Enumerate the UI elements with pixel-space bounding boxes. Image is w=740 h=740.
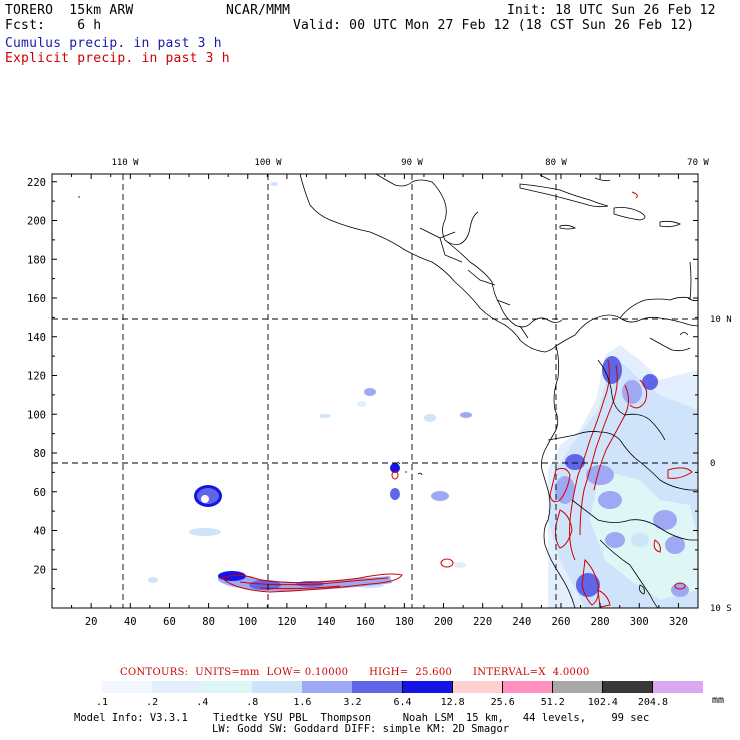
- colorbar-cell: [452, 681, 504, 693]
- longitude-label: 90 W: [401, 158, 423, 168]
- x-tick-label: 260: [551, 616, 570, 628]
- x-tick-label: 100: [238, 616, 257, 628]
- y-tick-label: 200: [27, 216, 46, 228]
- model-title: TORERO 15km ARW: [5, 3, 134, 18]
- x-tick-label: 280: [591, 616, 610, 628]
- x-tick-label: 220: [473, 616, 492, 628]
- colorbar-cell: [552, 681, 604, 693]
- latitude-label: 10 N: [710, 315, 732, 325]
- x-tick-label: 80: [202, 616, 215, 628]
- colorbar-label: 204.8: [637, 697, 668, 708]
- org-label: NCAR/MMM: [226, 3, 291, 18]
- colorbar-label: .8: [246, 697, 259, 708]
- colorbar-cell: [352, 681, 404, 693]
- y-tick-label: 60: [33, 487, 46, 499]
- colorbar-cell: [252, 681, 303, 693]
- axis-ticks: [52, 174, 698, 608]
- latitude-label: 0: [710, 459, 715, 469]
- x-tick-label: 240: [512, 616, 531, 628]
- colorbar-label: 3.2: [343, 697, 362, 708]
- colorbar-label: .2: [146, 697, 159, 708]
- longitude-label: 110 W: [111, 158, 139, 168]
- model-info-line1: Model Info: V3.3.1 Tiedtke YSU PBL Thomp…: [74, 712, 650, 724]
- y-tick-label: 20: [33, 564, 46, 576]
- colorbar-label: 51.2: [540, 697, 565, 708]
- colorbar-cell: [52, 681, 103, 693]
- lat-lon-grid: [52, 174, 698, 608]
- y-tick-label: 100: [27, 409, 46, 421]
- forecast-hour: Fcst: 6 h: [5, 18, 102, 33]
- explicit-precip-label: Explicit precip. in past 3 h: [5, 51, 230, 66]
- valid-time: Valid: 00 UTC Mon 27 Feb 12 (18 CST Sun …: [293, 18, 695, 33]
- longitude-label: 80 W: [545, 158, 567, 168]
- y-tick-label: 160: [27, 293, 46, 305]
- plot-frame: [51, 173, 699, 609]
- colorbar-cell: [302, 681, 353, 693]
- longitude-label: 100 W: [254, 158, 282, 168]
- precip-shading: [148, 182, 698, 608]
- x-tick-label: 60: [163, 616, 176, 628]
- colorbar-label: 102.4: [587, 697, 618, 708]
- longitude-label: 70 W: [687, 158, 709, 168]
- x-tick-label: 160: [356, 616, 375, 628]
- model-info-line2: LW: Godd SW: Goddard DIFF: simple KM: 2D…: [212, 723, 510, 735]
- cumulus-precip-label: Cumulus precip. in past 3 h: [5, 36, 222, 51]
- init-time: Init: 18 UTC Sun 26 Feb 12: [507, 3, 716, 18]
- x-tick-label: 300: [630, 616, 649, 628]
- colorbar-label: .1: [96, 697, 109, 708]
- explicit-precip-contours: [221, 191, 693, 608]
- y-tick-label: 80: [33, 448, 46, 460]
- y-tick-label: 180: [27, 254, 46, 266]
- x-tick-label: 20: [85, 616, 98, 628]
- colorbar-label: 6.4: [393, 697, 412, 708]
- y-tick-label: 40: [33, 526, 46, 538]
- colorbar-label: 12.8: [440, 697, 465, 708]
- colorbar-cell: [102, 681, 153, 693]
- latitude-label: 10 S: [710, 604, 732, 614]
- colorbar-cell: [402, 681, 454, 693]
- x-tick-label: 200: [434, 616, 453, 628]
- x-tick-label: 320: [669, 616, 688, 628]
- colorbar-label: .4: [196, 697, 209, 708]
- x-tick-label: 120: [277, 616, 296, 628]
- x-tick-label: 140: [317, 616, 336, 628]
- colorbar-label: 25.6: [490, 697, 515, 708]
- contours-info: CONTOURS: UNITS=mm LOW= 0.10000 HIGH= 25…: [120, 667, 590, 678]
- colorbar-label: 1.6: [293, 697, 312, 708]
- y-tick-label: 220: [27, 177, 46, 189]
- x-tick-label: 40: [124, 616, 137, 628]
- colorbar-cell: [202, 681, 253, 693]
- coastlines: [78, 174, 698, 608]
- x-tick-label: 180: [395, 616, 414, 628]
- colorbar-cell: [502, 681, 554, 693]
- y-tick-label: 140: [27, 332, 46, 344]
- colorbar-cell: [652, 681, 704, 693]
- colorbar-cell: [602, 681, 654, 693]
- y-tick-label: 120: [27, 371, 46, 383]
- axis-labels: 20 40 60 80 100 120 140 160 180 200 220 240 260 280 30…: [27, 158, 732, 628]
- colorbar-cell: [152, 681, 203, 693]
- units-label: mm: [712, 695, 725, 706]
